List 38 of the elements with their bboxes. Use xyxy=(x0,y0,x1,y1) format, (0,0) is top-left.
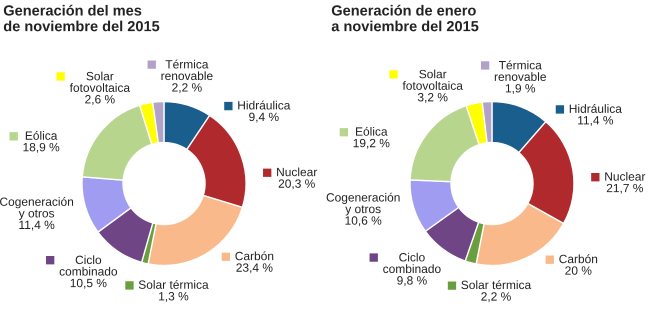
legend-label: Solar fotovoltaica xyxy=(402,70,463,90)
data-label: 1,9 % xyxy=(506,84,536,94)
data-label: 2,2 % xyxy=(481,292,511,302)
data-label: 3,2 % xyxy=(418,92,448,103)
data-label: 1,3 % xyxy=(159,292,188,302)
data-label: 11,4 % xyxy=(19,220,54,230)
data-label: 18,9 % xyxy=(23,142,60,153)
data-label: 20 % xyxy=(565,266,592,275)
data-label: 19,2 % xyxy=(354,138,390,149)
legend-label: Solar fotovoltaica xyxy=(70,72,130,92)
data-label: 11,4 % xyxy=(578,116,614,126)
legend-label: Ciclo combinado xyxy=(60,255,118,276)
legend-label: Nuclear xyxy=(277,167,318,176)
legend-label: Eólica xyxy=(26,130,58,140)
legend-label: Solar térmica xyxy=(138,280,209,289)
data-label: 2,2 % xyxy=(172,83,202,94)
legend-label: Térmica renovable xyxy=(161,60,213,80)
data-label: 23,4 % xyxy=(236,263,273,274)
legend-label: Hidráulica xyxy=(570,104,622,113)
legend-label: Eólica xyxy=(356,126,388,136)
data-label: 9,4 % xyxy=(249,112,279,123)
data-label: 2,6 % xyxy=(85,95,115,105)
chart-title: Generación de enero a noviembre del 2015 xyxy=(332,4,478,32)
chart-title: Generación del mes de noviembre del 2015 xyxy=(4,4,160,32)
data-label: 21,7 % xyxy=(606,184,643,194)
data-label: 9,8 % xyxy=(397,276,427,286)
legend-label: Carbón xyxy=(559,254,598,264)
slice-label: Cogeneración y otros xyxy=(0,197,74,220)
slice-label: Cogeneración y otros xyxy=(326,192,400,216)
legend-label: Hidráulica xyxy=(238,100,290,110)
legend-label: Térmica renovable xyxy=(494,60,546,81)
legend-label: Nuclear xyxy=(605,172,646,181)
data-label: 20,3 % xyxy=(278,179,315,190)
data-label: 10,5 % xyxy=(70,278,107,289)
legend-label: Carbón xyxy=(235,251,274,260)
legend-label: Ciclo combinado xyxy=(383,252,441,274)
legend-label: Solar térmica xyxy=(461,280,532,290)
data-label: 10,6 % xyxy=(346,216,382,226)
